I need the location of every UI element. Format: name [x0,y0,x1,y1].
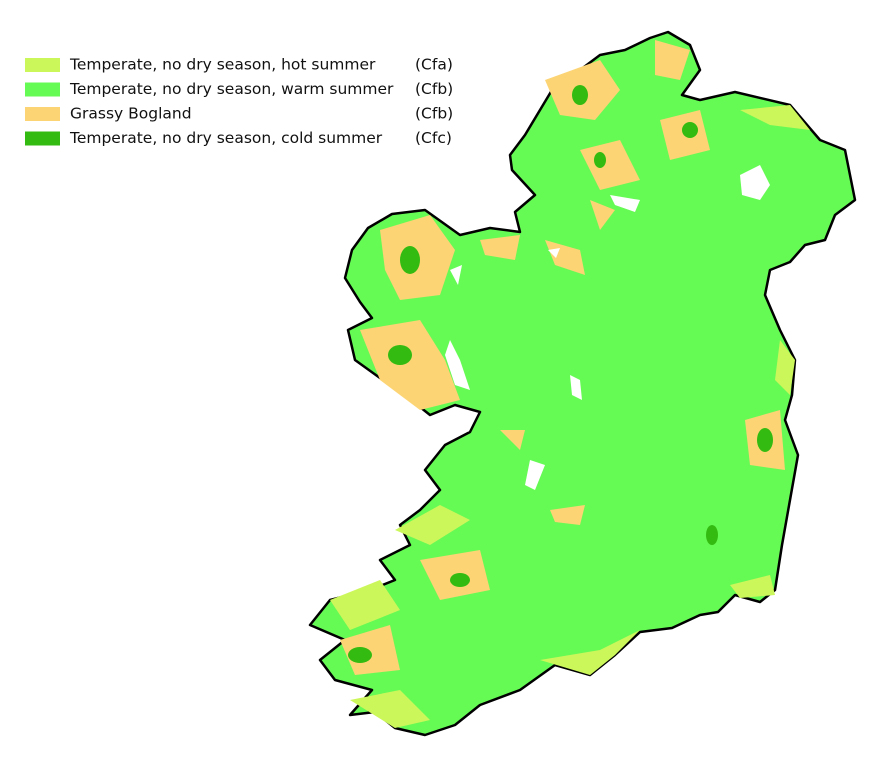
zone-patch [580,140,640,190]
legend-label: Temperate, no dry season, cold summer [69,129,383,147]
lake [445,340,470,390]
zone-patch [775,340,795,395]
legend-label: Temperate, no dry season, warm summer [69,80,394,98]
legend-code: (Cfa) [415,56,453,74]
legend-label: Temperate, no dry season, hot summer [69,56,376,74]
lake [450,265,462,285]
zone-patch [480,235,520,260]
legend-label: Grassy Bogland [70,105,192,123]
zone-patch [545,240,585,275]
legend: Temperate, no dry season, hot summer (Cfa… [25,56,453,147]
lake [548,248,560,258]
zone-patch [590,200,615,230]
legend-code: (Cfb) [415,80,453,98]
legend-swatch [25,58,60,72]
zone-patch [388,345,412,365]
zone-patch [395,505,470,545]
zone-patch [594,152,606,168]
zone-patch [350,690,430,728]
lake [570,375,582,400]
zone-patch [450,573,470,587]
zone-patch [500,430,525,450]
zone-patch [730,575,775,598]
cold-summer-zones [348,85,773,663]
lakes [445,165,770,490]
legend-swatch [25,82,60,97]
legend-code: (Cfb) [415,105,453,123]
bogland-zones [340,40,785,675]
legend-swatch [25,131,60,146]
lake [740,165,770,200]
zone-patch [682,122,698,138]
lake [610,195,640,212]
zone-patch [655,40,690,80]
zone-patch [400,246,420,274]
legend-swatch [25,107,60,121]
hot-summer-zones [330,105,810,728]
legend-code: (Cfc) [415,129,452,147]
zone-patch [330,580,400,630]
zone-patch [757,428,773,452]
zone-patch [540,630,640,675]
zone-patch [340,625,400,675]
zone-patch [572,85,588,105]
lake [525,460,545,490]
zone-patch [740,105,810,130]
zone-patch [706,525,718,545]
zone-patch [360,320,460,410]
zone-patch [348,647,372,663]
zone-patch [550,505,585,525]
